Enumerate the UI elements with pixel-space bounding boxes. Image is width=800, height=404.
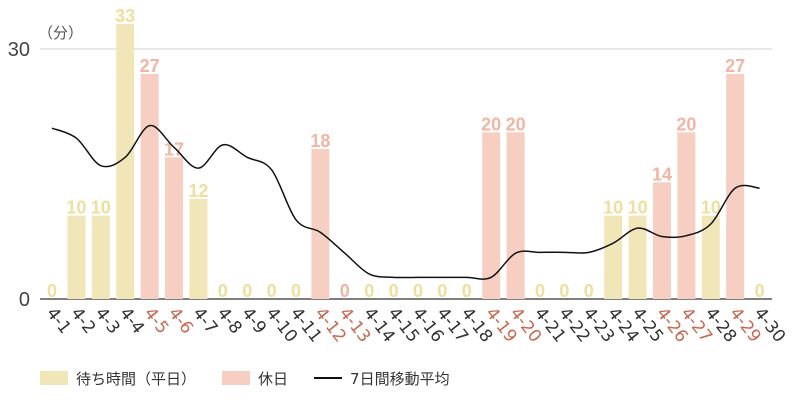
bar-value-label: 0 xyxy=(340,281,350,301)
bar-value-label: 0 xyxy=(267,281,277,301)
legend-swatch-moving-average xyxy=(314,377,343,379)
x-tick-label: 4-9 xyxy=(237,304,270,338)
bar-value-label: 0 xyxy=(584,281,594,301)
bar-value-label: 0 xyxy=(364,281,374,301)
bar-value-label: 27 xyxy=(140,56,160,76)
bar xyxy=(91,215,110,299)
bar-value-label: 0 xyxy=(535,281,545,301)
bar-value-label: 27 xyxy=(725,56,745,76)
bar-value-label: 0 xyxy=(437,281,447,301)
legend-swatch-holiday xyxy=(222,371,251,385)
moving-average-line xyxy=(51,124,760,280)
bar xyxy=(726,74,745,299)
bar xyxy=(628,215,647,299)
bar-value-label: 17 xyxy=(164,139,184,159)
bar-value-label: 10 xyxy=(91,198,111,218)
bar-value-label: 14 xyxy=(652,164,672,184)
y-tick-label: 30 xyxy=(8,39,30,61)
legend-label-weekday: 待ち時間（平日） xyxy=(76,369,197,388)
bar-value-label: 10 xyxy=(701,198,721,218)
x-tick-label: 4-4 xyxy=(115,304,148,338)
legend-item-moving-average: 7日間移動平均 xyxy=(314,368,450,389)
bar-value-label: 10 xyxy=(66,198,86,218)
bar-value-label: 0 xyxy=(218,281,228,301)
bar xyxy=(116,24,135,299)
bar-value-label: 0 xyxy=(462,281,472,301)
legend-item-weekday: 待ち時間（平日） xyxy=(40,368,196,389)
y-unit-label: （分） xyxy=(38,24,83,42)
legend-item-holiday: 休日 xyxy=(222,368,288,389)
bar-value-label: 10 xyxy=(628,198,648,218)
x-tick-label: 4-5 xyxy=(140,304,173,338)
bar xyxy=(165,157,183,299)
bar-value-label: 10 xyxy=(603,198,623,218)
bar-value-label: 0 xyxy=(47,281,57,301)
bar-value-label: 20 xyxy=(506,114,526,134)
bar-value-label: 20 xyxy=(676,114,696,134)
bar xyxy=(140,74,159,299)
legend-label-holiday: 休日 xyxy=(258,369,289,388)
bar xyxy=(653,182,671,299)
bar xyxy=(506,132,525,299)
bar xyxy=(604,215,623,299)
bar-value-label: 0 xyxy=(242,281,252,301)
bar-value-label: 33 xyxy=(115,6,135,26)
bar xyxy=(67,215,86,299)
bar-value-label: 0 xyxy=(755,281,765,301)
bar-value-label: 18 xyxy=(310,131,330,151)
legend-label-moving-average: 7日間移動平均 xyxy=(350,369,450,388)
bar xyxy=(189,199,208,299)
bar xyxy=(482,132,501,299)
bar-value-label: 12 xyxy=(188,181,208,201)
x-tick-label: 4-1 xyxy=(42,304,75,338)
x-tick-label: 4-6 xyxy=(164,304,197,338)
bar xyxy=(701,215,720,299)
bar-value-label: 0 xyxy=(389,281,399,301)
x-tick-label: 4-7 xyxy=(188,304,221,338)
bar-value-label: 20 xyxy=(481,114,501,134)
bar-value-label: 0 xyxy=(559,281,569,301)
bar xyxy=(677,132,696,299)
bar-value-label: 0 xyxy=(291,281,301,301)
y-tick-label: 0 xyxy=(19,289,30,311)
bar xyxy=(311,149,330,299)
legend-swatch-weekday xyxy=(40,371,68,385)
x-tick-label: 4-3 xyxy=(91,304,124,338)
x-tick-label: 4-8 xyxy=(213,304,246,338)
bar-value-label: 0 xyxy=(413,281,423,301)
x-tick-label: 4-2 xyxy=(66,304,99,338)
legend: 待ち時間（平日） 休日 7日間移動平均 xyxy=(40,366,476,390)
